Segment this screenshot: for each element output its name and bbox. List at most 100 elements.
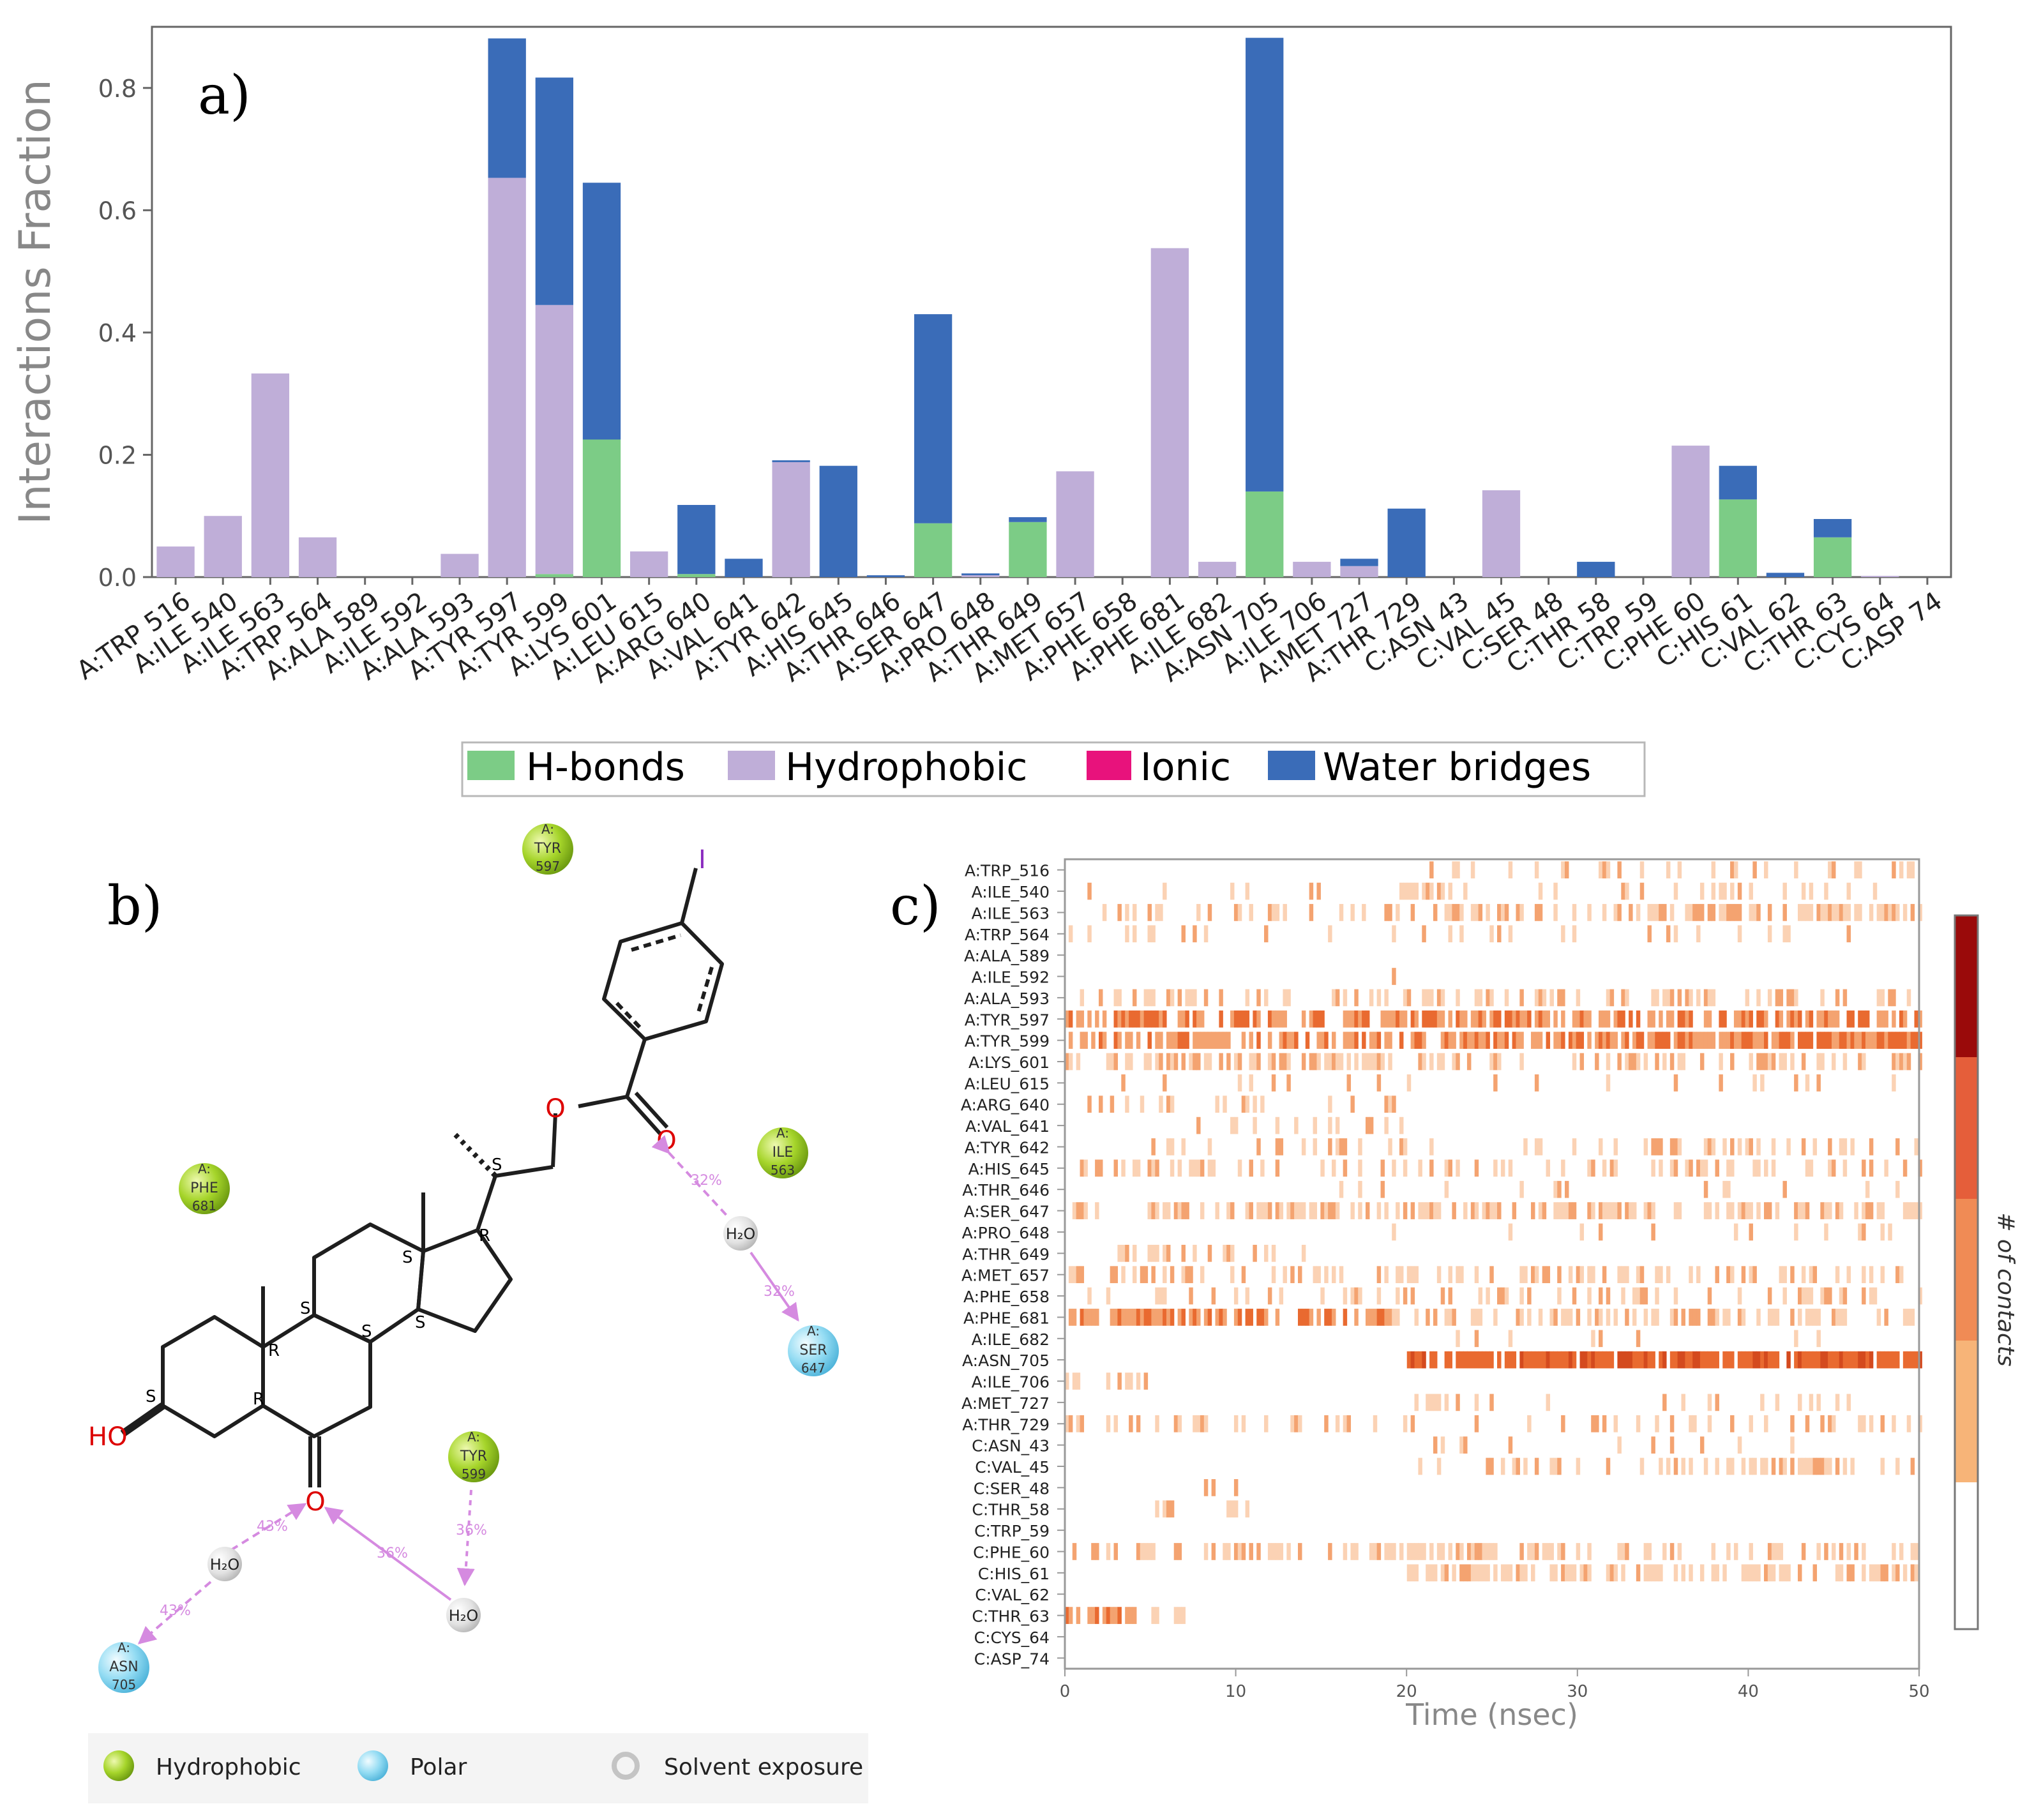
contact-cell bbox=[1564, 1351, 1569, 1369]
contact-cell bbox=[1707, 904, 1712, 921]
contact-cell bbox=[1782, 904, 1787, 921]
contact-cell bbox=[1534, 1351, 1539, 1369]
contact-cell bbox=[1151, 1202, 1156, 1219]
contact-cell bbox=[1358, 1180, 1362, 1198]
contact-cell bbox=[1730, 1415, 1735, 1433]
contact-cell bbox=[1343, 1138, 1348, 1155]
contact-cell bbox=[1163, 1074, 1167, 1092]
contact-cell bbox=[1155, 1607, 1159, 1624]
contact-cell bbox=[1689, 1032, 1693, 1049]
contact-cell bbox=[1625, 1053, 1629, 1071]
row-label: A:ASN_705 bbox=[962, 1351, 1050, 1370]
heatmap-cells bbox=[1065, 861, 1922, 1624]
contact-cell bbox=[1884, 1309, 1888, 1326]
contact-cell bbox=[1125, 1095, 1129, 1113]
contact-cell bbox=[1486, 1202, 1490, 1219]
contact-cell bbox=[1331, 1309, 1336, 1326]
contact-cell bbox=[1703, 1202, 1708, 1219]
contact-cell bbox=[1433, 1436, 1438, 1454]
stereo-label: S bbox=[146, 1387, 156, 1406]
contact-cell bbox=[1906, 1053, 1911, 1071]
contact-cell bbox=[1862, 1564, 1866, 1582]
contact-cell bbox=[1523, 1010, 1528, 1028]
contact-cell bbox=[1831, 1032, 1836, 1049]
contact-cell bbox=[1388, 904, 1392, 921]
contact-cell bbox=[1233, 1500, 1239, 1518]
contact-cell bbox=[1380, 1309, 1385, 1326]
contact-cell bbox=[1301, 1138, 1306, 1155]
hashed-methyl bbox=[450, 1129, 497, 1178]
contact-cell bbox=[1362, 1053, 1366, 1071]
contact-cell bbox=[1794, 1202, 1798, 1219]
contact-cell bbox=[1328, 1138, 1332, 1155]
bar-water-bridges bbox=[582, 183, 621, 440]
contact-cell bbox=[1681, 1564, 1685, 1582]
contact-cell bbox=[1699, 1564, 1705, 1582]
contact-cell bbox=[1500, 1564, 1505, 1582]
contact-cell bbox=[1406, 1543, 1412, 1560]
contact-cell bbox=[1553, 1010, 1558, 1028]
contact-cell bbox=[1880, 1202, 1885, 1219]
contact-cell bbox=[1444, 1351, 1449, 1369]
contact-cell bbox=[1436, 1543, 1442, 1560]
contact-cell bbox=[1835, 1202, 1840, 1219]
contact-cell bbox=[1699, 882, 1705, 900]
contact-cell bbox=[1880, 1564, 1885, 1582]
contact-cell bbox=[1805, 1074, 1810, 1092]
contact-cell bbox=[1609, 1159, 1615, 1177]
contact-cell bbox=[1189, 1266, 1193, 1284]
contact-cell bbox=[1884, 1351, 1888, 1369]
contact-cell bbox=[1760, 1032, 1765, 1049]
contact-cell bbox=[1384, 989, 1389, 1007]
contact-cell bbox=[1177, 1159, 1182, 1177]
contact-cell bbox=[1444, 1032, 1449, 1049]
bar-hydrophobic bbox=[298, 537, 337, 577]
contact-cell bbox=[1392, 1159, 1396, 1177]
percent-label: 43% bbox=[257, 1519, 288, 1535]
contact-cell bbox=[1677, 1010, 1682, 1028]
contact-cell bbox=[1478, 1287, 1483, 1305]
contact-cell bbox=[1726, 1032, 1731, 1049]
legend-hydrophobic: Hydrophobic bbox=[785, 745, 1027, 790]
contact-cell bbox=[1786, 1010, 1791, 1028]
contact-cell bbox=[1331, 1202, 1336, 1219]
contact-cell bbox=[1703, 1032, 1708, 1049]
panel-a-bars bbox=[156, 38, 1899, 577]
contact-cell bbox=[1906, 1309, 1911, 1326]
contact-cell bbox=[1155, 1053, 1159, 1071]
contact-cell bbox=[1534, 861, 1539, 879]
contact-cell bbox=[1523, 1457, 1528, 1475]
contact-cell bbox=[1249, 1543, 1253, 1560]
contact-cell bbox=[1639, 1287, 1645, 1305]
contact-cell bbox=[1534, 1032, 1539, 1049]
contact-cell bbox=[1733, 1223, 1738, 1241]
contact-cell bbox=[1527, 1415, 1532, 1433]
contact-cell bbox=[1497, 1032, 1502, 1049]
contact-cell bbox=[1798, 1351, 1802, 1369]
contact-cell bbox=[1779, 1564, 1784, 1582]
y-tick-label: 0.0 bbox=[98, 564, 137, 592]
contact-cell bbox=[1410, 904, 1415, 921]
contact-cell bbox=[1380, 1053, 1385, 1071]
water-label: H₂O bbox=[210, 1556, 240, 1574]
contact-cell bbox=[1403, 1287, 1408, 1305]
contact-cell bbox=[1290, 1266, 1295, 1284]
contact-cell bbox=[1809, 904, 1814, 921]
contact-cell bbox=[1406, 1074, 1412, 1092]
contact-cell bbox=[1880, 1457, 1885, 1475]
contact-cell bbox=[1737, 904, 1742, 921]
contact-cell bbox=[1542, 989, 1547, 1007]
contact-cell bbox=[1177, 1415, 1182, 1433]
contact-cell bbox=[1617, 861, 1622, 879]
contact-cell bbox=[1553, 1202, 1558, 1219]
contact-cell bbox=[1647, 1543, 1652, 1560]
hydroxyl-label: HO bbox=[88, 1422, 128, 1452]
contact-cell bbox=[1831, 861, 1836, 879]
contact-cell bbox=[1136, 1309, 1141, 1326]
contact-cell bbox=[1301, 1244, 1306, 1262]
row-label: A:TYR_642 bbox=[965, 1138, 1050, 1157]
contact-cell bbox=[1519, 1543, 1524, 1560]
row-label: C:THR_63 bbox=[972, 1607, 1050, 1626]
contact-cell bbox=[1892, 1564, 1896, 1582]
bar-hydrophobic bbox=[1671, 446, 1710, 577]
